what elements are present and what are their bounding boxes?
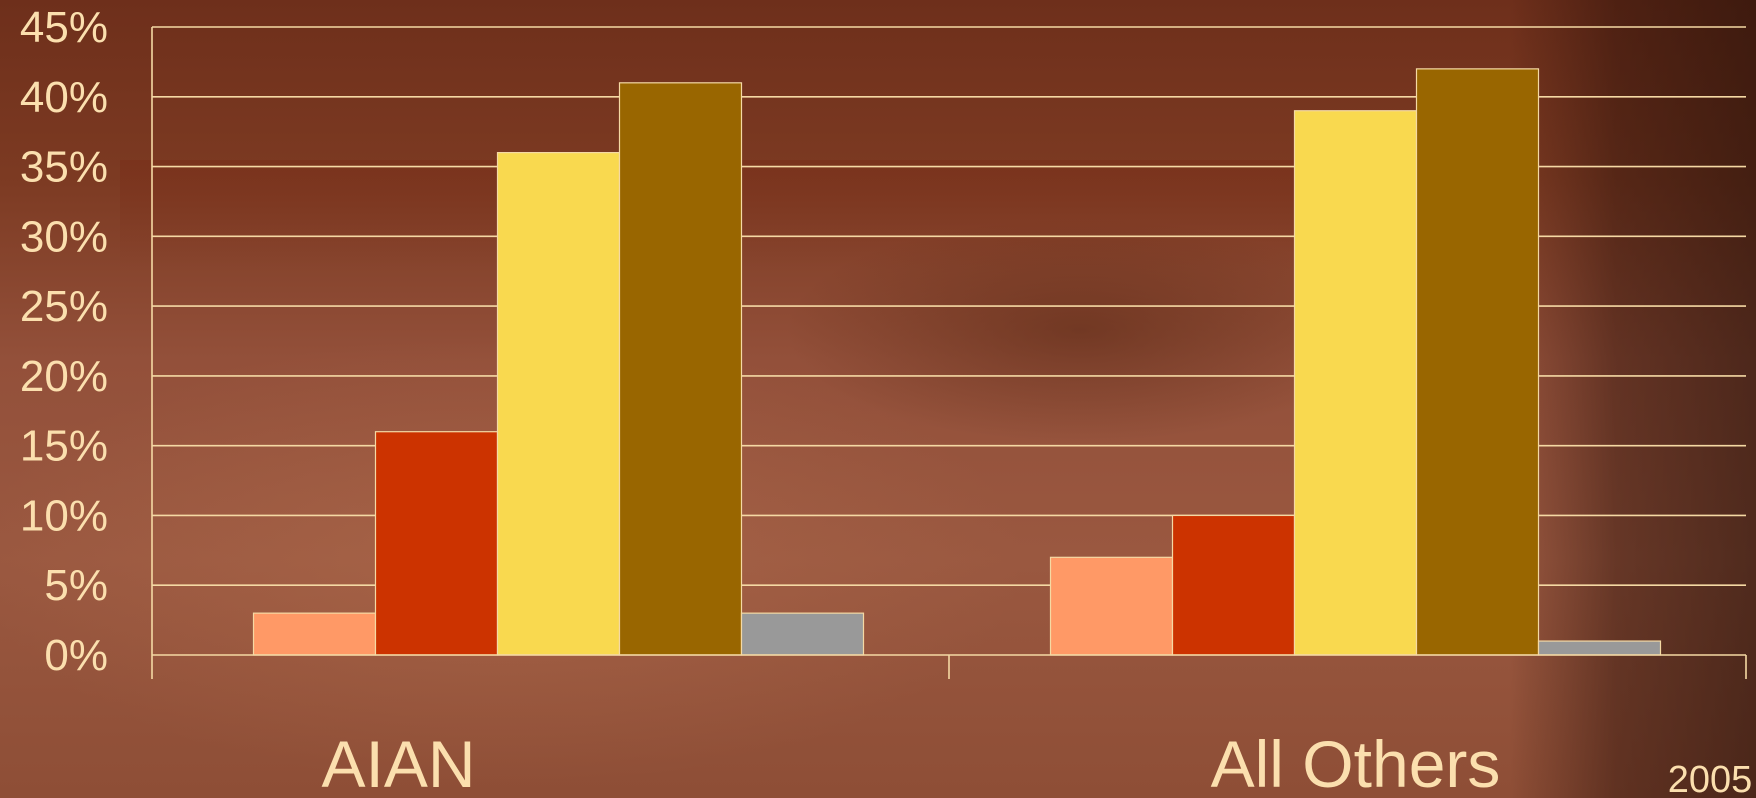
y-tick-label: 35%: [20, 143, 108, 192]
y-tick-label: 20%: [20, 352, 108, 401]
y-tick-label: 0%: [44, 631, 108, 680]
y-axis-ticks: 0% 5% 10% 15% 20% 25% 30% 35% 40% 45%: [20, 3, 108, 680]
y-tick-label: 25%: [20, 282, 108, 331]
category-label: AIAN: [321, 727, 475, 798]
category-label: All Others: [1211, 727, 1501, 798]
bars: [252, 68, 1662, 656]
bar-all-others-series-1: [1049, 556, 1174, 656]
bar-aian-series-2: [374, 431, 499, 656]
y-tick-label: 45%: [20, 3, 108, 52]
y-tick-label: 30%: [20, 212, 108, 261]
bar-all-others-series-3: [1293, 110, 1418, 656]
bar-all-others-series-5: [1537, 640, 1662, 656]
bar-aian-series-5: [740, 612, 865, 656]
bar-aian-series-1: [252, 612, 377, 656]
bar-all-others-series-4: [1415, 68, 1540, 656]
y-tick-label: 40%: [20, 73, 108, 122]
axes: [151, 27, 1747, 679]
y-tick-label: 10%: [20, 491, 108, 540]
y-tick-label: 5%: [44, 561, 108, 610]
bar-aian-series-4: [618, 82, 743, 656]
bar-all-others-series-2: [1171, 514, 1296, 656]
bar-aian-series-3: [496, 152, 621, 656]
category-labels: AIAN All Others: [321, 727, 1500, 798]
year-annotation: 2005: [1668, 759, 1753, 798]
y-tick-label: 15%: [20, 422, 108, 471]
